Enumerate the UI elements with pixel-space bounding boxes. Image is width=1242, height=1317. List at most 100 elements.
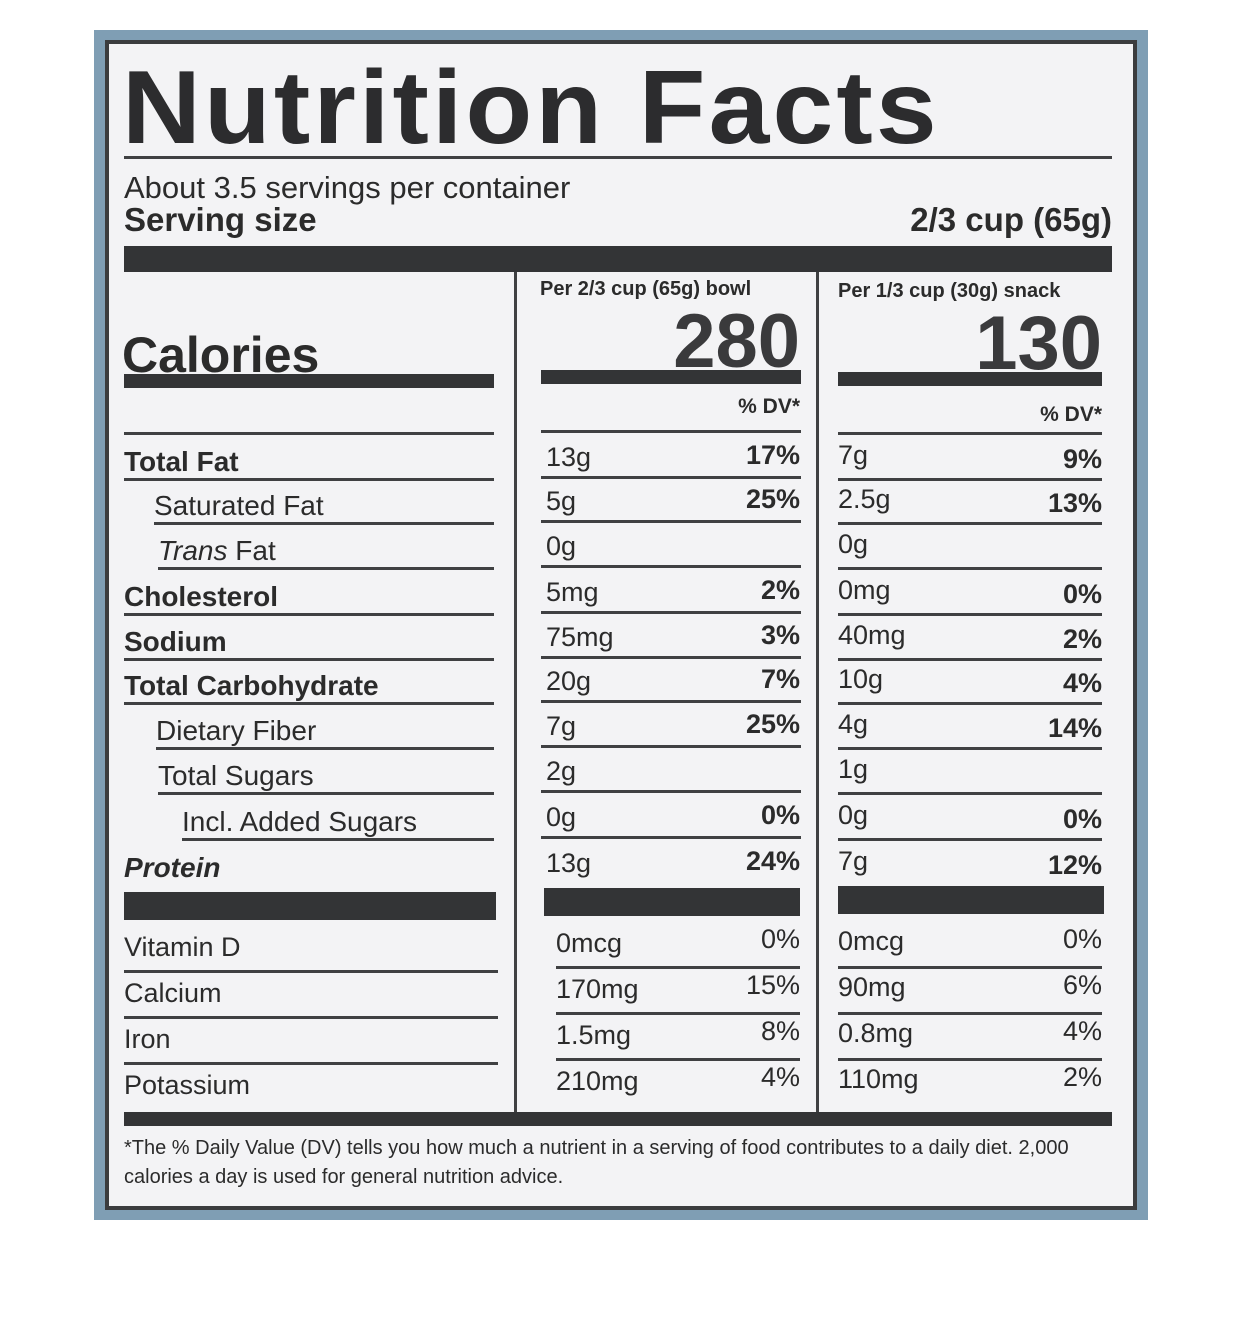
- protein-bar-left: [124, 892, 496, 920]
- snack-dv: 4%: [1062, 1016, 1102, 1046]
- nutrient-label: Total Sugars: [158, 762, 314, 790]
- row-rule: [541, 656, 801, 659]
- nutrient-label-text: Saturated Fat: [154, 490, 324, 521]
- row-rule: [838, 522, 1102, 525]
- nutrition-facts-panel: [105, 40, 1137, 1210]
- row-rule: [838, 432, 1102, 435]
- nutrient-label-italic: Trans: [158, 535, 228, 566]
- snack-dv: 2%: [1062, 1062, 1102, 1092]
- snack-dv: 14%: [1047, 713, 1102, 743]
- row-rule: [838, 792, 1102, 795]
- nutrient-label: Cholesterol: [124, 583, 278, 611]
- bowl-dv: 25%: [745, 709, 800, 739]
- bowl-dv: 3%: [760, 620, 800, 650]
- footnote: *The % Daily Value (DV) tells you how mu…: [124, 1137, 1069, 1188]
- row-rule: [541, 565, 801, 568]
- bowl-amount: 2g: [546, 756, 577, 786]
- nutrient-label-text: Total Sugars: [158, 760, 314, 791]
- bowl-dv: 15%: [745, 970, 800, 1000]
- row-rule: [541, 745, 801, 748]
- nutrient-label-text: Cholesterol: [124, 581, 279, 612]
- row-rule: [541, 700, 801, 703]
- bowl-dv: 0%: [760, 924, 800, 954]
- bowl-dv: 8%: [760, 1016, 800, 1046]
- snack-amount: 1g: [838, 754, 869, 784]
- column-divider-snack: [816, 272, 819, 1114]
- bowl-dv: 2%: [760, 575, 800, 605]
- row-rule: [838, 747, 1102, 750]
- snack-dv: 2%: [1062, 624, 1102, 654]
- bowl-dv: 4%: [760, 1062, 800, 1092]
- snack-dv: 13%: [1047, 488, 1102, 518]
- vitamin-label: Potassium: [124, 1070, 251, 1100]
- snack-amount: 4g: [838, 709, 869, 739]
- snack-dv: 0%: [1062, 924, 1102, 954]
- snack-amount: 40mg: [838, 620, 906, 650]
- bowl-amount: 0g: [546, 802, 577, 832]
- calories-label: Calories: [122, 327, 320, 383]
- row-rule: [182, 838, 494, 841]
- nutrient-label: Total Fat: [124, 448, 239, 476]
- row-rule: [556, 1058, 800, 1061]
- row-rule: [838, 838, 1102, 841]
- bowl-amount: 170mg: [556, 974, 639, 1004]
- bowl-calories: 280: [673, 299, 800, 384]
- row-rule: [124, 1016, 498, 1019]
- panel-title: Nutrition Facts: [122, 50, 940, 166]
- protein-bar-snack: [838, 886, 1104, 914]
- row-rule: [838, 567, 1102, 570]
- snack-amount: 7g: [838, 846, 869, 876]
- nutrient-label: Dietary Fiber: [156, 717, 316, 745]
- nutrient-label: Trans Fat: [158, 537, 276, 565]
- nutrient-label-text: Sodium: [124, 626, 227, 657]
- row-rule: [124, 970, 498, 973]
- bowl-amount: 5g: [546, 486, 577, 516]
- snack-amount: 0g: [838, 800, 869, 830]
- vitamin-label: Vitamin D: [124, 932, 241, 962]
- calories-bar-bowl: [541, 370, 801, 384]
- serving-size-label: Serving size: [124, 201, 317, 238]
- snack-dv-header: % DV*: [1040, 403, 1102, 426]
- row-rule: [838, 966, 1102, 969]
- serving-thick-bar: [124, 246, 1112, 272]
- snack-amount: 110mg: [838, 1064, 919, 1094]
- nutrient-label: Protein: [124, 854, 220, 882]
- bowl-amount: 20g: [546, 666, 592, 696]
- row-rule: [556, 1012, 800, 1015]
- row-rule: [541, 790, 801, 793]
- bowl-dv: 24%: [745, 846, 800, 876]
- nutrient-label-text: Incl. Added Sugars: [182, 806, 418, 837]
- row-rule: [158, 567, 494, 570]
- snack-amount: 0g: [838, 529, 869, 559]
- row-rule: [124, 658, 494, 661]
- row-rule: [838, 1058, 1102, 1061]
- calories-bar-left: [124, 374, 494, 388]
- column-divider-bowl: [514, 272, 517, 1114]
- row-rule: [838, 1012, 1102, 1015]
- bowl-dv: 0%: [760, 800, 800, 830]
- row-rule: [838, 478, 1102, 481]
- snack-calories: 130: [975, 301, 1102, 386]
- row-rule: [541, 520, 801, 523]
- protein-bar-bowl: [544, 888, 800, 916]
- bowl-amount: 75mg: [546, 622, 614, 652]
- bowl-amount: 1.5mg: [556, 1020, 632, 1050]
- snack-amount: 90mg: [838, 972, 906, 1002]
- calories-bar-snack: [838, 372, 1102, 386]
- row-rule: [541, 476, 801, 479]
- bowl-dv: 17%: [745, 440, 800, 470]
- title-rule: [124, 156, 1112, 159]
- snack-dv: 0%: [1062, 804, 1102, 834]
- bowl-dv-header: % DV*: [738, 395, 800, 418]
- servings-per-container: About 3.5 servings per container: [124, 170, 571, 205]
- snack-dv: 4%: [1062, 668, 1102, 698]
- row-rule: [541, 836, 801, 839]
- row-rule: [124, 478, 494, 481]
- bowl-dv: 25%: [745, 484, 800, 514]
- bowl-amount: 13g: [546, 442, 592, 472]
- snack-amount: 0.8mg: [838, 1018, 914, 1048]
- nutrient-label: Total Carbohydrate: [124, 672, 379, 700]
- snack-column-header: Per 1/3 cup (30g) snack: [838, 280, 1061, 302]
- nutrient-label: Saturated Fat: [154, 492, 324, 520]
- bowl-dv: 7%: [760, 664, 800, 694]
